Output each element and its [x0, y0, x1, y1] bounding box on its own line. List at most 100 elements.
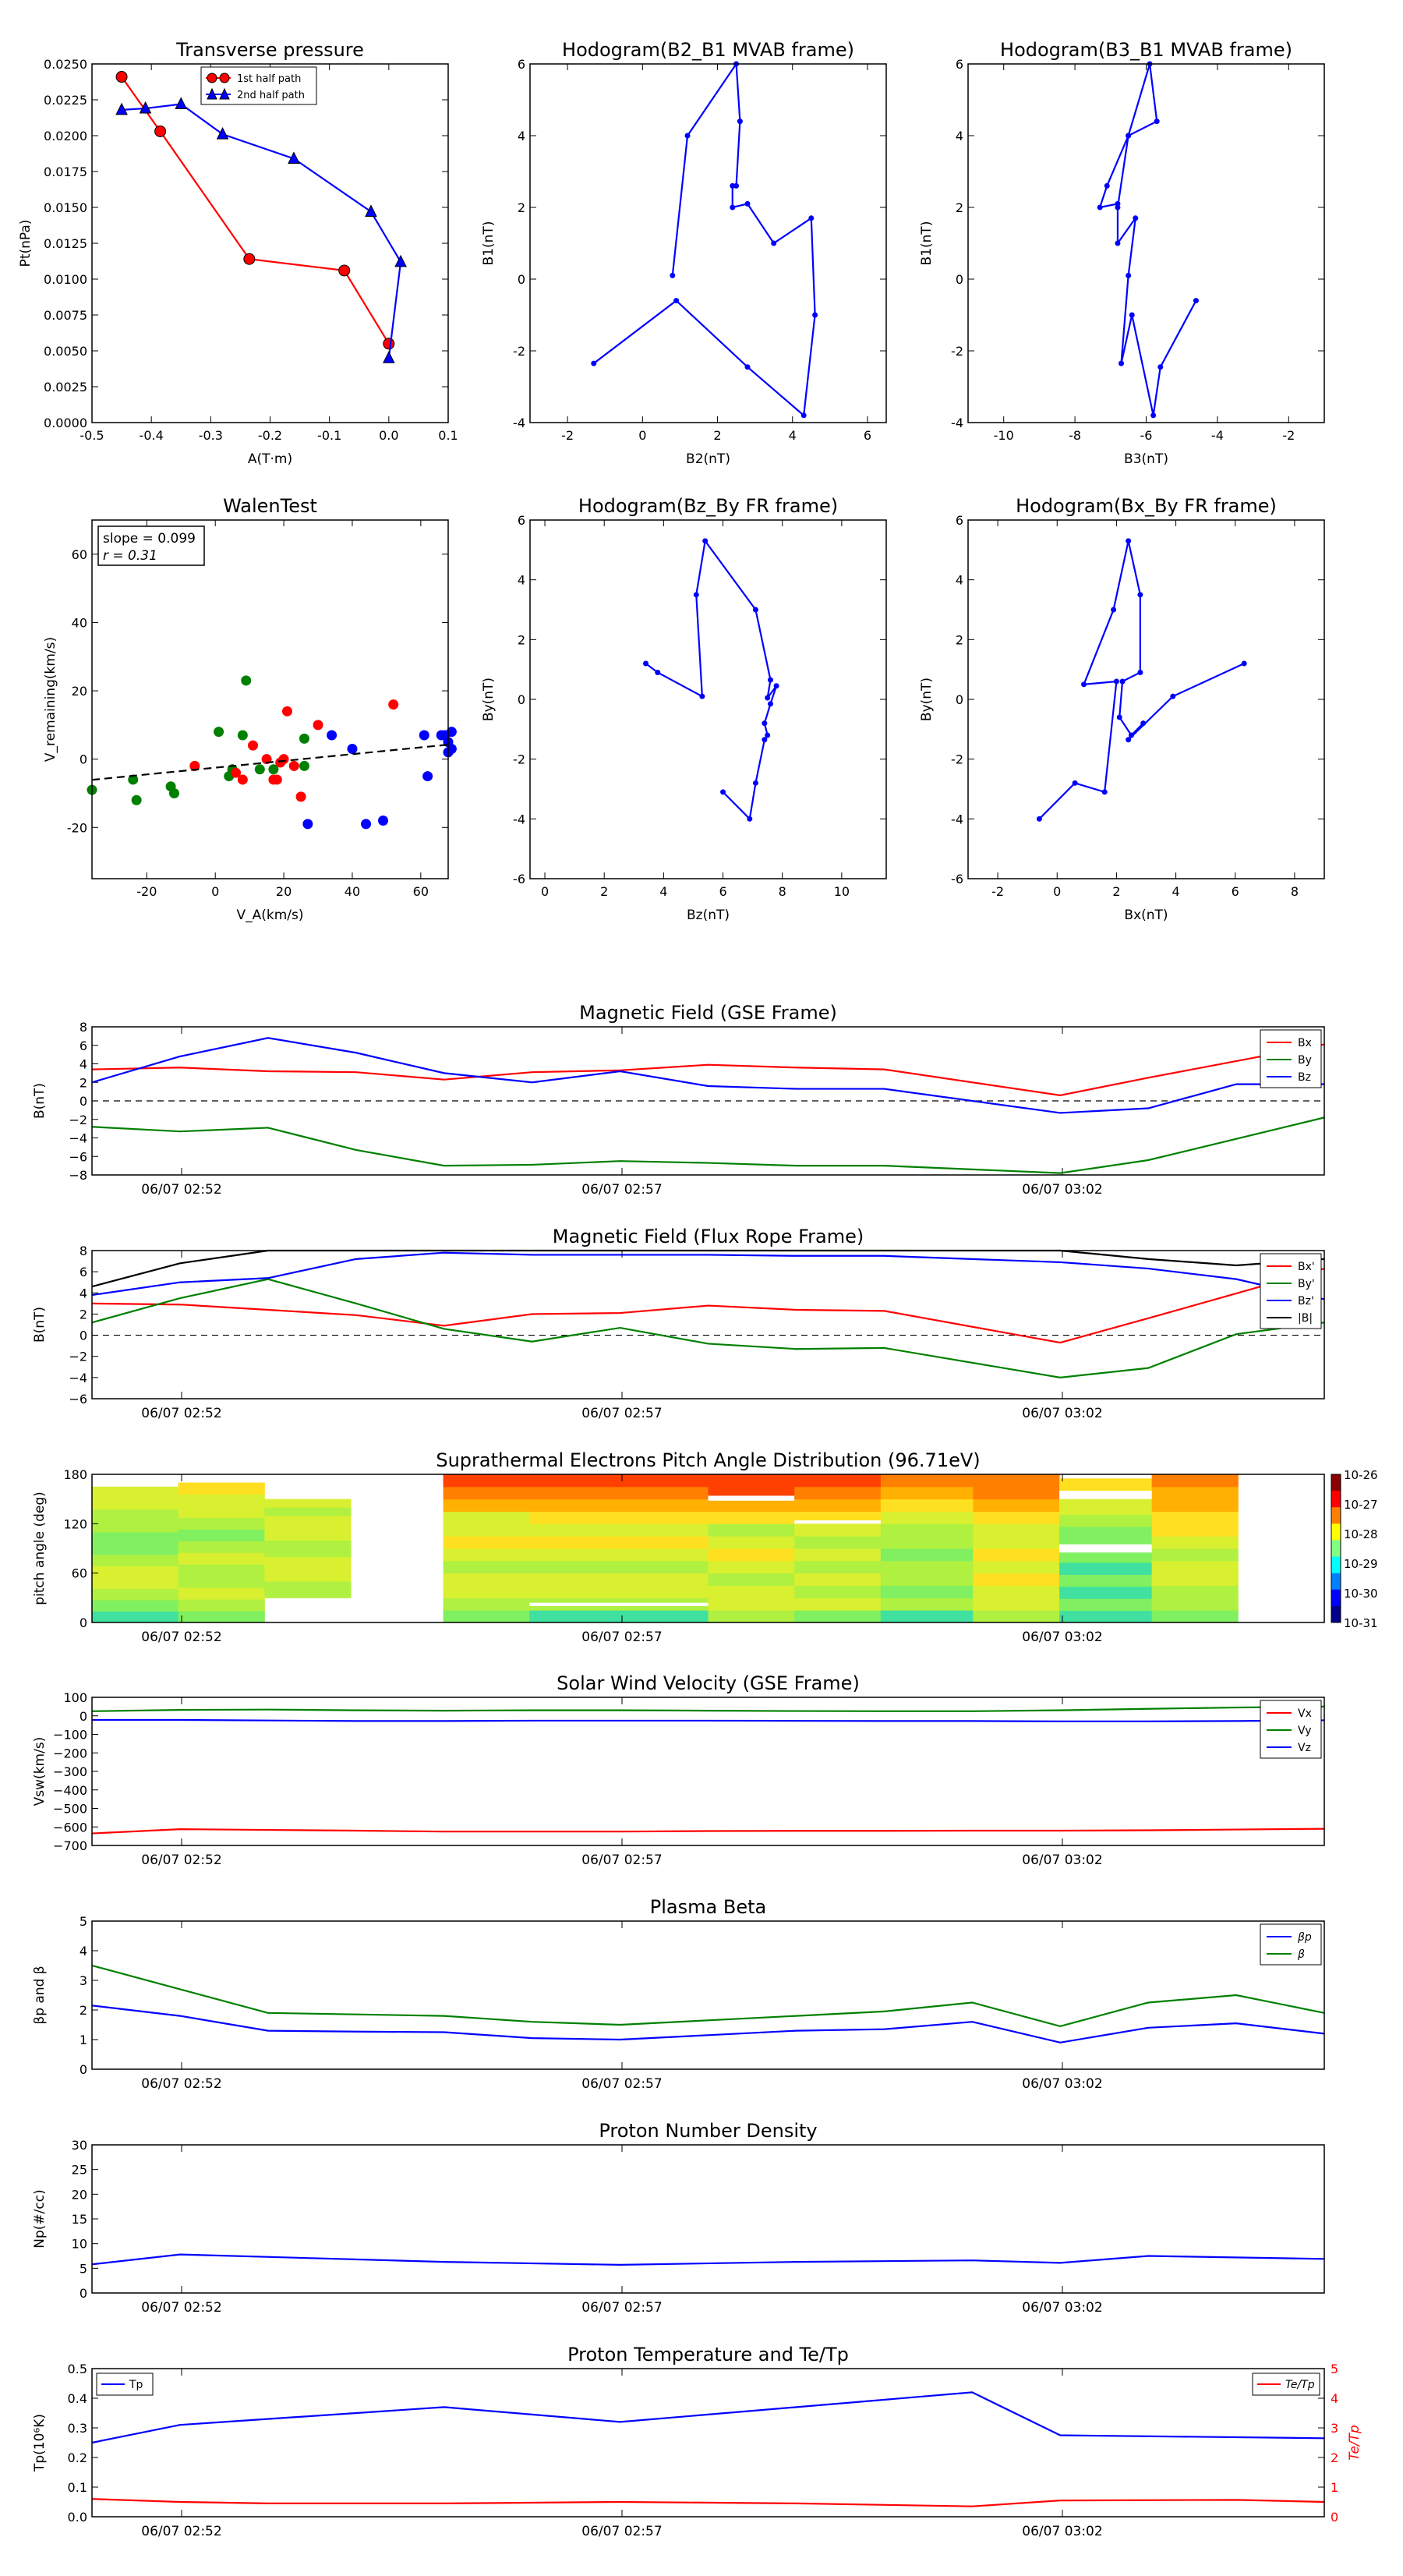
y-tick-label: 0 [80, 1709, 87, 1724]
y-axis-label: Vsw(km/s) [32, 1737, 48, 1806]
heatmap-cell [178, 1576, 265, 1588]
y-axis-label: Tp(10⁶K) [32, 2414, 48, 2472]
y-tick-label: 4 [518, 129, 525, 143]
y-tick-label: -2 [513, 344, 525, 359]
series-line-Bz_By [645, 539, 778, 821]
series-line-Vx [91, 1828, 1325, 1835]
data-point-red [281, 706, 292, 717]
y-tick-label-right: 5 [1331, 2362, 1338, 2376]
y-tick-label: 0.0150 [44, 200, 87, 215]
y-tick-label: -4 [513, 812, 525, 826]
y-axis-label: B1(nT) [919, 221, 935, 266]
y-tick-label: 2 [80, 1307, 87, 1322]
y-tick-label: 2 [80, 1075, 87, 1090]
data-point [643, 660, 649, 667]
series-line-Tp [91, 2391, 1325, 2444]
data-point [1150, 412, 1157, 419]
data-point [1115, 240, 1121, 246]
heatmap-cell [178, 1552, 265, 1565]
x-tick-label: 10 [834, 884, 850, 899]
y-axis-label: V_remaining(km/s) [43, 637, 58, 762]
heatmap-cell [708, 1585, 795, 1598]
colorbar-frame [1331, 1474, 1341, 1623]
data-point [175, 97, 188, 110]
data-point [762, 720, 768, 727]
y-tick-label: −500 [53, 1802, 87, 1817]
heatmap-cell [529, 1610, 709, 1623]
data-point [1157, 364, 1164, 370]
x-tick-label: 2 [600, 884, 608, 899]
series-line-Bx' [91, 1268, 1325, 1344]
x-tick-label: -6 [1140, 428, 1153, 443]
y-tick-label: 2 [518, 200, 525, 215]
y-tick-label: 30 [72, 2138, 87, 2153]
x-tick-label: -20 [136, 884, 157, 899]
x-axis-label: B3(nT) [1124, 451, 1168, 467]
heatmap-cell [529, 1474, 709, 1488]
legend-label: Bx [1298, 1037, 1312, 1049]
heatmap-cell [973, 1610, 1060, 1623]
y-axis-label: B1(nT) [481, 221, 497, 266]
y-tick-label: 120 [63, 1516, 87, 1531]
heatmap-cell [529, 1511, 709, 1524]
time-tick-label: 06/07 02:52 [141, 2300, 221, 2316]
heatmap-cell [973, 1499, 1060, 1512]
series-line-Bz [91, 1037, 1324, 1114]
data-point [702, 538, 709, 544]
data-point-blue [446, 744, 457, 755]
y-tick-label: 0.0000 [44, 416, 87, 430]
panel-hodo_b3b1: Hodogram(B3_B1 MVAB frame) -10 -8 -6 -4 -2 -4 -… [919, 39, 1325, 467]
colorbar-label: 10-27 [1344, 1498, 1378, 1512]
data-point-green [131, 794, 142, 805]
heatmap-gap [1059, 1544, 1152, 1553]
heatmap-cell [92, 1486, 179, 1499]
heatmap-cell [708, 1598, 795, 1611]
data-point [1072, 780, 1078, 786]
legend-label: Bz' [1298, 1295, 1314, 1307]
series-line-Np [91, 2253, 1325, 2266]
heatmap-cell [880, 1486, 974, 1500]
data-point-green [299, 760, 309, 771]
heatmap-cell [1059, 1478, 1153, 1491]
colorbar-segment [1331, 1507, 1341, 1524]
heatmap-gap [794, 1520, 881, 1524]
data-point [383, 338, 395, 350]
data-point [808, 215, 815, 221]
data-point-blue [422, 771, 433, 782]
heatmap-cell [1059, 1598, 1153, 1612]
x-axis-label: A(T·m) [248, 451, 292, 467]
heatmap-cell [443, 1598, 530, 1611]
y-tick-label: 5 [80, 1914, 87, 1929]
heatmap-cell [880, 1598, 974, 1611]
data-point-red [288, 760, 299, 771]
data-point-green [237, 730, 248, 741]
data-point [673, 298, 680, 304]
panel-tp: Proton Temperature and Te/Tp 0.5 0.4 0.3 0.2… [32, 2344, 1362, 2539]
x-tick-label: 6 [719, 884, 726, 899]
legend-label: Te/Tp [1285, 2379, 1315, 2391]
heatmap-gap [529, 1602, 709, 1606]
heatmap-cell [92, 1588, 179, 1601]
y-tick-label: 0 [956, 692, 963, 707]
data-point [1133, 215, 1139, 221]
x-tick-label: -0.1 [317, 428, 341, 443]
series-line-Vz [92, 1718, 1325, 1722]
time-tick-label: 06/07 02:57 [581, 2524, 662, 2539]
y-tick-label: 15 [72, 2212, 87, 2227]
y-tick-label: -20 [67, 820, 87, 835]
x-tick-label: 4 [1172, 884, 1179, 899]
heatmap-cell [1151, 1486, 1239, 1500]
heatmap-cell [973, 1548, 1060, 1562]
data-point-green [254, 764, 265, 775]
series-line-Vy [91, 1705, 1325, 1712]
heatmap-cell [529, 1560, 709, 1574]
data-point [154, 125, 167, 137]
x-axis-label: V_A(km/s) [236, 908, 303, 923]
y-tick-label: 20 [72, 684, 87, 699]
y-tick-label: 0.4 [68, 2391, 87, 2406]
y-axis-label: pitch angle (deg) [32, 1491, 48, 1605]
heatmap-cell [529, 1499, 709, 1512]
heatmap-cell [264, 1548, 352, 1558]
legend-label: βp [1297, 1931, 1312, 1944]
y-tick-label-right: 1 [1331, 2480, 1338, 2495]
